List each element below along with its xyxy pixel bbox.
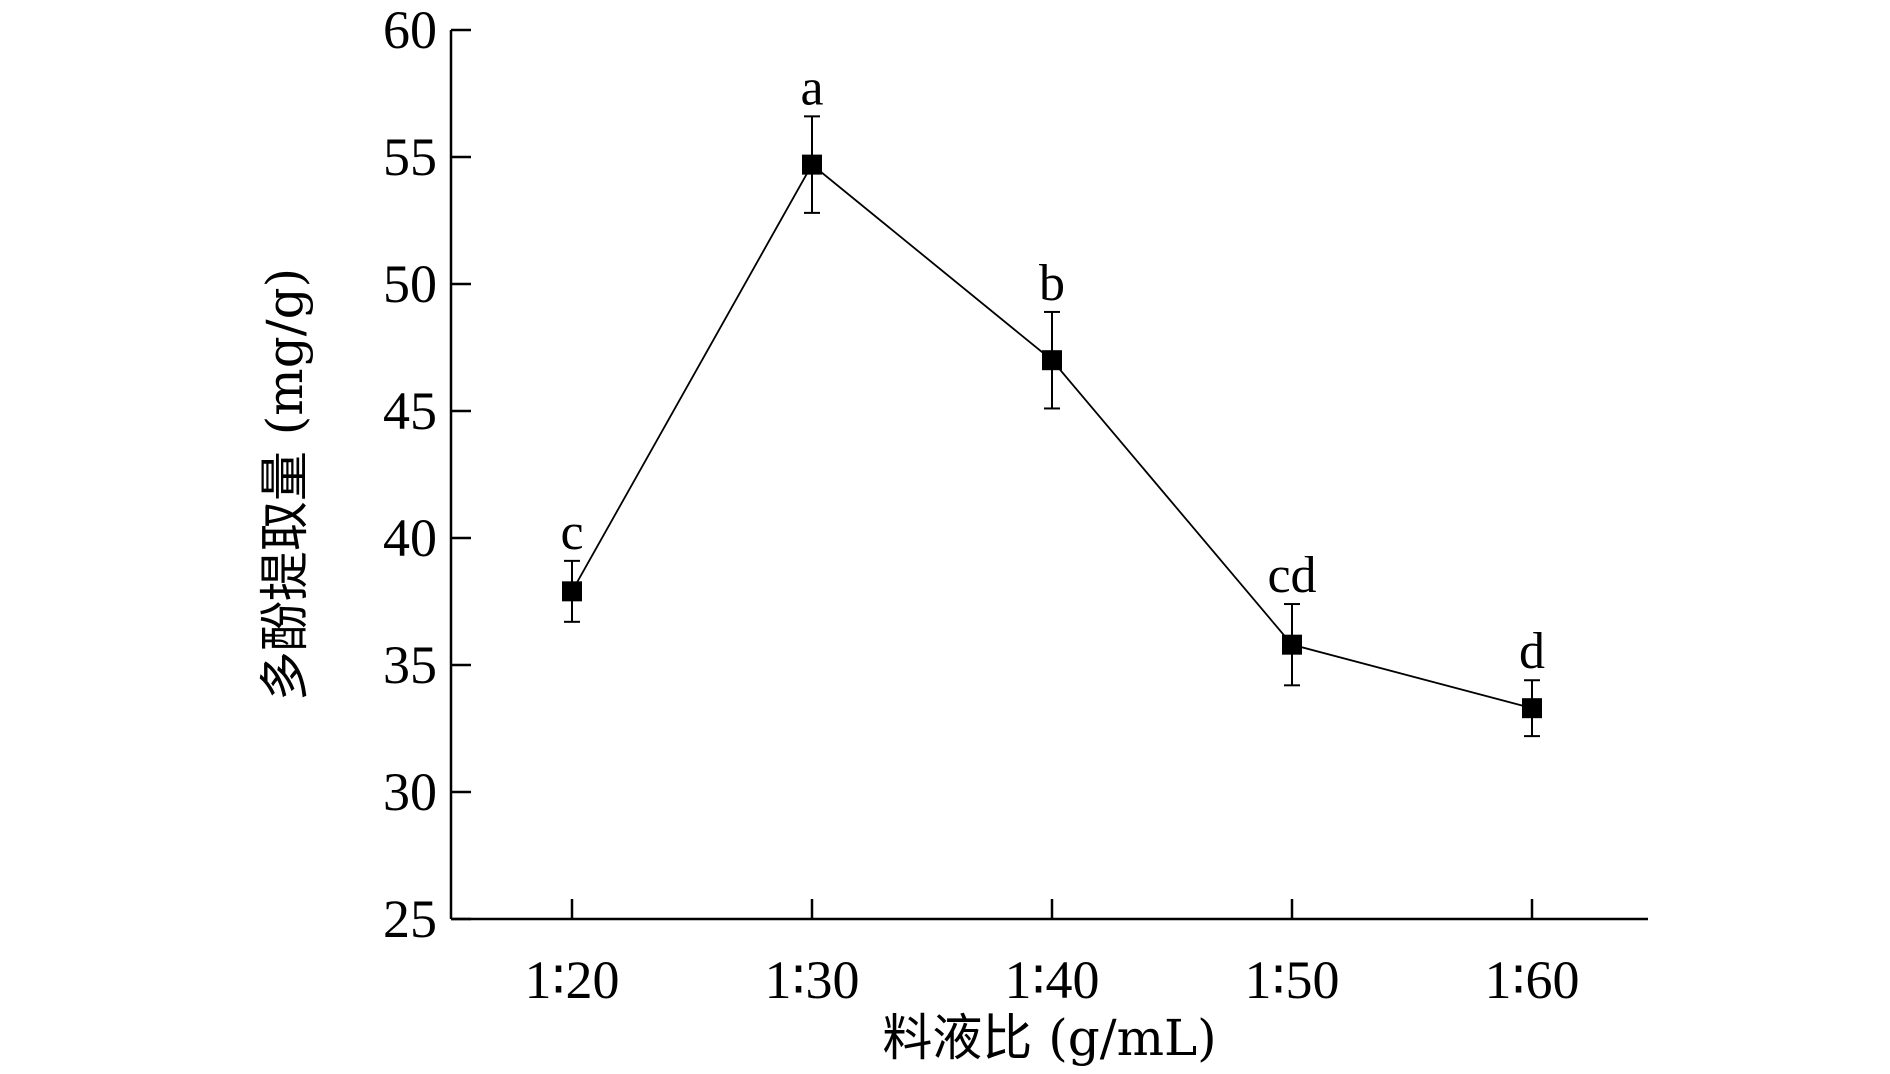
significance-label: cd [1267, 547, 1316, 604]
data-point [562, 581, 582, 602]
x-tick-label: 1∶60 [1484, 950, 1579, 1010]
significance-label: d [1519, 623, 1545, 680]
x-tick-label: 1∶20 [524, 950, 619, 1010]
series-line [571, 163, 1533, 710]
y-tick-label: 50 [383, 254, 437, 314]
x-ticks: 1∶20 1∶30 1∶40 1∶50 1∶60 [524, 899, 1580, 1010]
x-tick-label: 1∶50 [1244, 950, 1339, 1010]
y-tick-label: 55 [383, 127, 437, 187]
y-ticks: 25 30 35 40 45 50 55 60 [383, 0, 471, 949]
y-axis-title: 多酚提取量 (mg/g) [256, 268, 314, 701]
y-tick-label: 45 [383, 381, 437, 441]
data-point [1522, 698, 1542, 719]
data-series: c a b cd d [560, 59, 1545, 738]
x-tick-label: 1∶40 [1004, 950, 1099, 1010]
x-axis-title: 料液比 (g/mL) [882, 1009, 1216, 1067]
y-tick-label: 40 [383, 508, 437, 568]
significance-label: c [560, 504, 583, 561]
data-point [1282, 634, 1302, 655]
y-tick-label: 30 [383, 762, 437, 822]
data-point [1042, 350, 1062, 371]
y-tick-label: 25 [383, 889, 437, 949]
significance-label: a [800, 59, 823, 116]
x-tick-label: 1∶30 [764, 950, 859, 1010]
y-tick-label: 60 [383, 0, 437, 60]
significance-label: b [1039, 255, 1065, 312]
data-point [802, 154, 822, 175]
y-tick-label: 35 [383, 635, 437, 695]
axes [449, 30, 1648, 921]
